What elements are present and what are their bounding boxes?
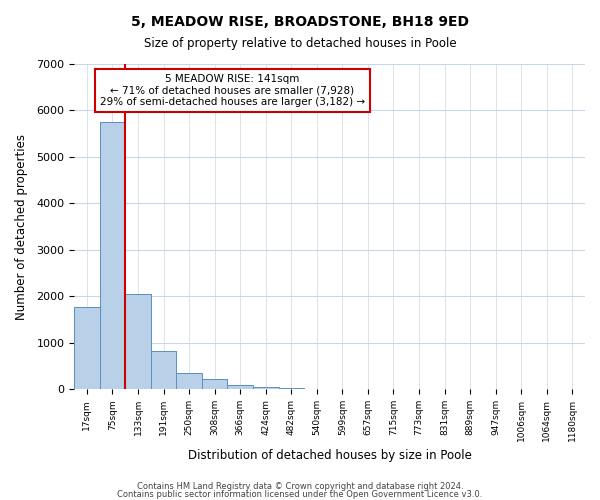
Bar <box>74 306 100 390</box>
X-axis label: Distribution of detached houses by size in Poole: Distribution of detached houses by size … <box>188 450 472 462</box>
Text: Contains HM Land Registry data © Crown copyright and database right 2024.: Contains HM Land Registry data © Crown c… <box>137 482 463 491</box>
Bar <box>227 384 253 390</box>
Text: 5, MEADOW RISE, BROADSTONE, BH18 9ED: 5, MEADOW RISE, BROADSTONE, BH18 9ED <box>131 15 469 29</box>
Y-axis label: Number of detached properties: Number of detached properties <box>15 134 28 320</box>
Bar <box>176 372 202 390</box>
Bar <box>202 379 227 390</box>
Bar <box>278 388 304 390</box>
Bar <box>100 122 125 390</box>
Text: Size of property relative to detached houses in Poole: Size of property relative to detached ho… <box>143 38 457 51</box>
Bar <box>151 351 176 390</box>
Bar <box>125 294 151 390</box>
Text: 5 MEADOW RISE: 141sqm
← 71% of detached houses are smaller (7,928)
29% of semi-d: 5 MEADOW RISE: 141sqm ← 71% of detached … <box>100 74 365 107</box>
Bar <box>253 387 278 390</box>
Text: Contains public sector information licensed under the Open Government Licence v3: Contains public sector information licen… <box>118 490 482 499</box>
